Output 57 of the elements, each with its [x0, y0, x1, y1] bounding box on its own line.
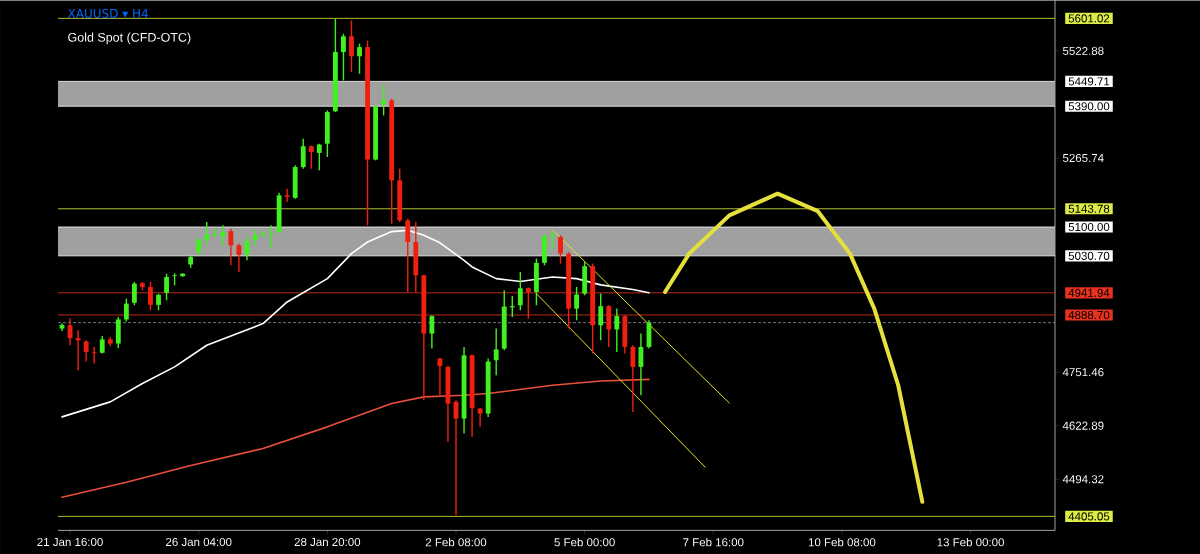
ref-line-label: 5390.00	[1068, 101, 1110, 111]
candlestick	[284, 187, 290, 203]
candlestick	[252, 229, 258, 246]
candlestick	[598, 292, 604, 341]
candlestick	[204, 221, 210, 246]
candlestick	[574, 286, 580, 321]
candlestick	[477, 407, 483, 428]
ref-line-label: 5143.78	[1068, 204, 1110, 213]
y-tick-label: 4622.89	[1062, 421, 1104, 430]
candlestick	[75, 329, 81, 371]
candlestick	[341, 32, 346, 81]
candlestick	[268, 224, 274, 250]
y-tick-label: 5522.88	[1062, 46, 1104, 55]
y-tick-label: 5265.74	[1062, 153, 1104, 162]
candlestick	[357, 42, 362, 75]
candlestick	[606, 304, 612, 348]
candlestick	[220, 224, 226, 246]
text: XAUUSD ▾ H4	[67, 8, 149, 18]
x-tick-label: 13 Feb 00:00	[937, 537, 1004, 547]
candlestick	[83, 339, 89, 363]
ref-line-label: 5449.71	[1068, 77, 1110, 86]
candlestick	[131, 281, 137, 306]
candlestick	[558, 234, 563, 265]
x-tick-label: 2 Feb 08:00	[425, 537, 487, 547]
y-tick-label: 4494.32	[1062, 474, 1104, 484]
candlestick	[164, 272, 169, 301]
candlestick	[316, 142, 322, 171]
candlestick	[123, 297, 129, 323]
x-tick-label: 10 Feb 08:00	[808, 537, 876, 547]
ref-line-label: 5601.02	[1068, 14, 1110, 23]
candlestick	[349, 19, 354, 73]
candlestick	[91, 346, 97, 365]
candlestick	[614, 307, 620, 353]
x-tick-label: 28 Jan 20:00	[294, 537, 361, 546]
ref-line-label: 4888.70	[1068, 310, 1110, 319]
ref-line-label: 4405.05	[1068, 512, 1110, 521]
ref-line-label: 4941.94	[1068, 288, 1110, 297]
x-tick-label: 21 Jan 16:00	[37, 537, 103, 546]
candlestick	[148, 281, 153, 311]
candlestick	[308, 144, 314, 170]
candlestick	[493, 327, 499, 376]
candlestick	[630, 344, 636, 413]
candlestick	[381, 82, 387, 116]
candlestick	[517, 271, 523, 311]
x-tick-label: 7 Feb 16:00	[683, 537, 744, 547]
ref-line-label: 5100.00	[1068, 222, 1110, 231]
candlestick	[405, 217, 411, 293]
x-tick-label: 5 Feb 00:00	[554, 537, 615, 547]
line-series	[61, 378, 650, 498]
candlestick	[525, 286, 531, 320]
ref-line-label: 5030.70	[1068, 251, 1110, 260]
x-tick-label: 26 Jan 04:00	[166, 537, 232, 546]
candlestick	[228, 227, 234, 266]
text: Gold Spot (CFD-OTC)	[68, 32, 191, 45]
candlestick	[300, 137, 306, 170]
y-tick-label: 4751.46	[1062, 367, 1104, 377]
candlestick	[429, 314, 435, 350]
